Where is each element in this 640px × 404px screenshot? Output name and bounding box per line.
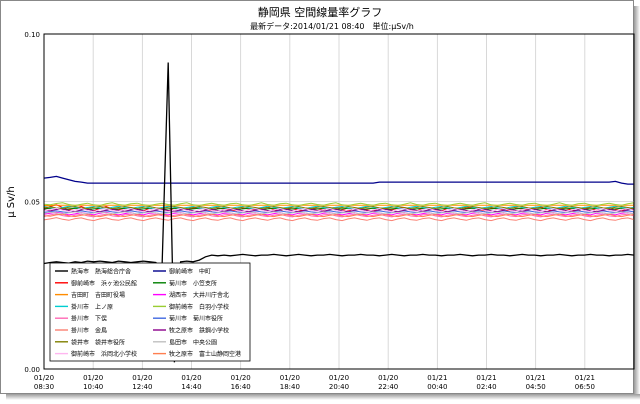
legend-entry: 袋井市 袋井市役所 [71, 338, 125, 346]
legend-entry: 菊川市 小笠支所 [169, 279, 217, 287]
x-tick-time: 14:40 [181, 383, 201, 391]
legend-entry: 御前崎市 白羽小学校 [169, 303, 229, 311]
legend-entry: 湖西市 大井川庁舎北 [169, 291, 229, 299]
y-tick-label: 0.05 [24, 199, 40, 207]
legend-entry: 掛川市 下俣 [71, 315, 107, 323]
x-tick-date: 01/20 [231, 374, 251, 382]
x-tick-date: 01/21 [575, 374, 595, 382]
legend-entry: 島田市 中央公園 [169, 338, 217, 346]
legend-entry: 熱海市 熱海総合庁舎 [71, 268, 131, 276]
x-tick-time: 02:40 [476, 383, 496, 391]
x-tick-date: 01/21 [526, 374, 546, 382]
x-tick-time: 12:40 [132, 383, 152, 391]
x-tick-date: 01/20 [34, 374, 54, 382]
x-tick-date: 01/20 [378, 374, 398, 382]
x-tick-time: 22:40 [378, 383, 398, 391]
y-axis-label: μ Sv/h [6, 186, 17, 218]
x-tick-time: 08:30 [34, 383, 54, 391]
x-tick-date: 01/20 [280, 374, 300, 382]
legend-entry: 御前崎市 浜ヶ池公民館 [71, 279, 137, 287]
x-tick-date: 01/20 [329, 374, 349, 382]
legend-entry: 吉田町 吉田町役場 [71, 291, 125, 299]
x-tick-time: 20:40 [329, 383, 349, 391]
y-tick-label: 0.10 [24, 31, 40, 39]
chart-title: 静岡県 空間線量率グラフ [258, 5, 383, 19]
legend-entry: 御前崎市 中町 [169, 268, 211, 276]
x-tick-date: 01/20 [132, 374, 152, 382]
legend-entry: 牧之原市 鉄鋼小学校 [169, 327, 229, 335]
legend-entry: 菊川市 菊川市役所 [169, 315, 223, 323]
x-tick-time: 06:50 [575, 383, 595, 391]
x-tick-date: 01/20 [83, 374, 103, 382]
x-tick-date: 01/20 [181, 374, 201, 382]
legend-entry: 御前崎市 浜岡北小学校 [71, 350, 137, 358]
legend-entry: 掛川市 金鳥 [71, 327, 107, 335]
x-tick-date: 01/21 [427, 374, 447, 382]
x-tick-time: 10:40 [83, 383, 103, 391]
x-tick-time: 04:50 [526, 383, 546, 391]
legend-entry: 牧之原市 富士山静岡空港 [169, 350, 241, 358]
legend-entry: 掛川市 上ノ原 [71, 303, 113, 311]
chart-subtitle: 最新データ:2014/01/21 08:40 単位:μSv/h [250, 21, 414, 31]
x-tick-time: 18:40 [280, 383, 300, 391]
x-tick-time: 00:40 [427, 383, 447, 391]
y-tick-label: 0.00 [24, 366, 40, 374]
x-tick-date: 01/21 [476, 374, 496, 382]
x-tick-time: 16:40 [231, 383, 251, 391]
